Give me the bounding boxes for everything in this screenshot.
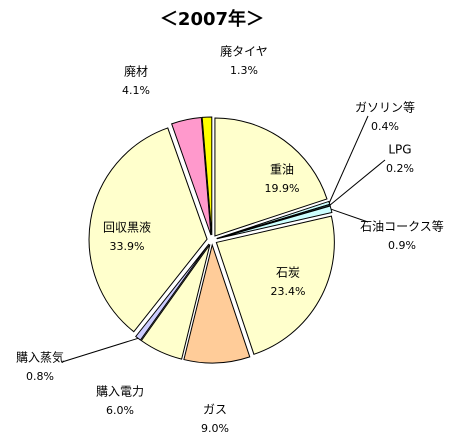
slice-label: 購入電力 — [96, 385, 144, 399]
slice-label: 購入蒸気 — [16, 350, 64, 365]
slice-label: ガソリン等 — [355, 101, 415, 115]
slice-value-label: 19.9% — [265, 182, 300, 195]
pie-slice — [183, 243, 251, 364]
slice-label: 重油 — [270, 163, 294, 177]
slice-value-label: 23.4% — [271, 285, 306, 298]
slice-value-label: 4.1% — [122, 84, 150, 97]
leader-line — [328, 115, 369, 204]
slice-label: 石油コークス等 — [360, 220, 444, 234]
slice-label: 回収黒液 — [103, 220, 151, 235]
slice-value-label: 0.9% — [388, 239, 416, 252]
pie-slice — [135, 243, 210, 341]
slice-value-label: 9.0% — [201, 422, 229, 435]
slice-label: 廃タイヤ — [220, 44, 268, 59]
chart-title: ＜2007年＞ — [160, 8, 264, 30]
pie-slice — [88, 127, 208, 333]
pie-slice — [140, 244, 211, 360]
slice-value-label: 0.8% — [26, 370, 54, 383]
slice-value-label: 6.0% — [106, 404, 134, 417]
slice-value-label: 0.4% — [371, 120, 399, 133]
leader-line — [61, 337, 139, 363]
slice-label: 廃材 — [124, 64, 148, 79]
pie-slice — [215, 215, 335, 355]
slice-label: 石炭 — [276, 266, 300, 280]
leader-line — [330, 208, 369, 223]
pie-slice — [214, 117, 328, 237]
slice-label: LPG — [388, 143, 411, 157]
pie-slice — [201, 116, 213, 236]
slice-value-label: 0.2% — [386, 162, 414, 175]
slice-value-label: 33.9% — [110, 240, 145, 253]
slice-value-label: 1.3% — [230, 64, 258, 77]
leader-line — [329, 159, 386, 206]
pie-slice — [171, 116, 212, 236]
slice-label: ガス — [203, 403, 227, 417]
